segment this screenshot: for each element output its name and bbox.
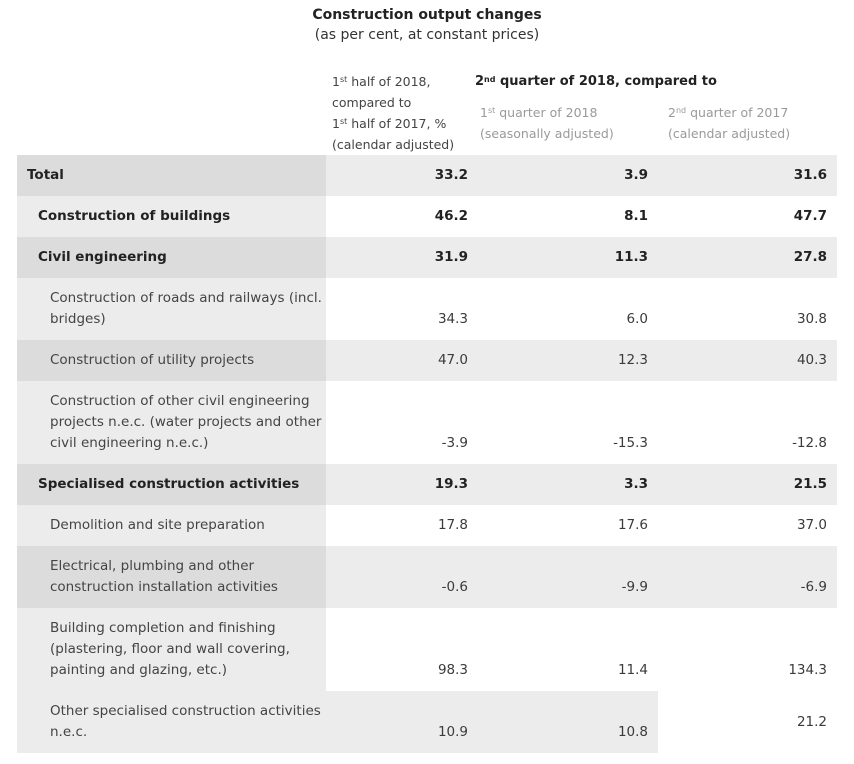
row-label: Construction of roads and railways (incl… [17, 278, 326, 340]
cell-value: -15.3 [613, 435, 648, 451]
column-header-year-ago-quarter: 2nd quarter of 2017 (calendar adjusted) [668, 105, 791, 141]
cell-value: -12.8 [792, 435, 827, 451]
table-row: Construction of buildings 46.2 8.1 47.7 [17, 196, 837, 237]
table-row: Specialised construction activities 19.3… [17, 464, 837, 505]
cell-value: 10.8 [478, 691, 658, 753]
cell-value: 47.7 [793, 208, 827, 224]
cell-value: 31.6 [793, 167, 827, 183]
table-row: Construction of other civil engineering … [17, 381, 837, 464]
row-label: Specialised construction activities [17, 464, 326, 505]
cell-value: 11.3 [614, 249, 648, 265]
cell-value: 10.9 [326, 691, 478, 753]
cell-value: 12.3 [617, 352, 648, 368]
cell-value: 21.5 [793, 476, 827, 492]
cell-value: 30.8 [796, 311, 827, 327]
cell-value: -9.9 [621, 579, 648, 595]
cell-value: 37.0 [796, 517, 827, 533]
row-label: Total [17, 155, 326, 196]
cell-value: 34.3 [437, 311, 468, 327]
row-label: Other specialised construction activitie… [17, 691, 326, 753]
table-row: Electrical, plumbing and other construct… [17, 546, 837, 608]
row-label: Building completion and finishing (plast… [17, 608, 326, 691]
cell-value: 21.2 [658, 691, 837, 753]
cell-value: 47.0 [437, 352, 468, 368]
cell-value: 27.8 [793, 249, 827, 265]
table-row: Other specialised construction activitie… [17, 691, 837, 753]
row-label: Construction of other civil engineering … [17, 381, 326, 464]
cell-value: 134.3 [788, 662, 827, 678]
row-label: Demolition and site preparation [17, 505, 326, 546]
table-title: Construction output changes [312, 7, 542, 23]
construction-output-table: Total 33.2 3.9 31.6 Construction of buil… [17, 155, 837, 753]
cell-value: 6.0 [626, 311, 648, 327]
cell-value: 17.8 [437, 517, 468, 533]
column-group-header: 2nd quarter of 2018, compared to [475, 74, 717, 89]
table-title-block: Construction output changes (as per cent… [0, 5, 854, 46]
cell-value: 19.3 [434, 476, 468, 492]
cell-value: 46.2 [434, 208, 468, 224]
row-label: Civil engineering [17, 237, 326, 278]
table-row: Demolition and site preparation 17.8 17.… [17, 505, 837, 546]
column-header-prev-quarter: 1st quarter of 2018 (seasonally adjusted… [480, 105, 614, 141]
table-row: Total 33.2 3.9 31.6 [17, 155, 837, 196]
row-label: Construction of utility projects [17, 340, 326, 381]
cell-value: 40.3 [796, 352, 827, 368]
column-header-half-year: 1st half of 2018, compared to 1st half o… [332, 74, 455, 152]
cell-value: 17.6 [617, 517, 648, 533]
cell-value: -6.9 [800, 579, 827, 595]
cell-value: 31.9 [434, 249, 468, 265]
cell-value: 8.1 [624, 208, 648, 224]
cell-value: -3.9 [441, 435, 468, 451]
table-row: Construction of utility projects 47.0 12… [17, 340, 837, 381]
table-row: Construction of roads and railways (incl… [17, 278, 837, 340]
cell-value: 3.3 [624, 476, 648, 492]
cell-value: 33.2 [434, 167, 468, 183]
cell-value: 98.3 [437, 662, 468, 678]
table-row: Building completion and finishing (plast… [17, 608, 837, 691]
cell-value: 3.9 [624, 167, 648, 183]
row-label: Electrical, plumbing and other construct… [17, 546, 326, 608]
cell-value: -0.6 [441, 579, 468, 595]
table-subtitle: (as per cent, at constant prices) [314, 27, 540, 43]
cell-value: 11.4 [617, 662, 648, 678]
row-label: Construction of buildings [17, 196, 326, 237]
table-row: Civil engineering 31.9 11.3 27.8 [17, 237, 837, 278]
